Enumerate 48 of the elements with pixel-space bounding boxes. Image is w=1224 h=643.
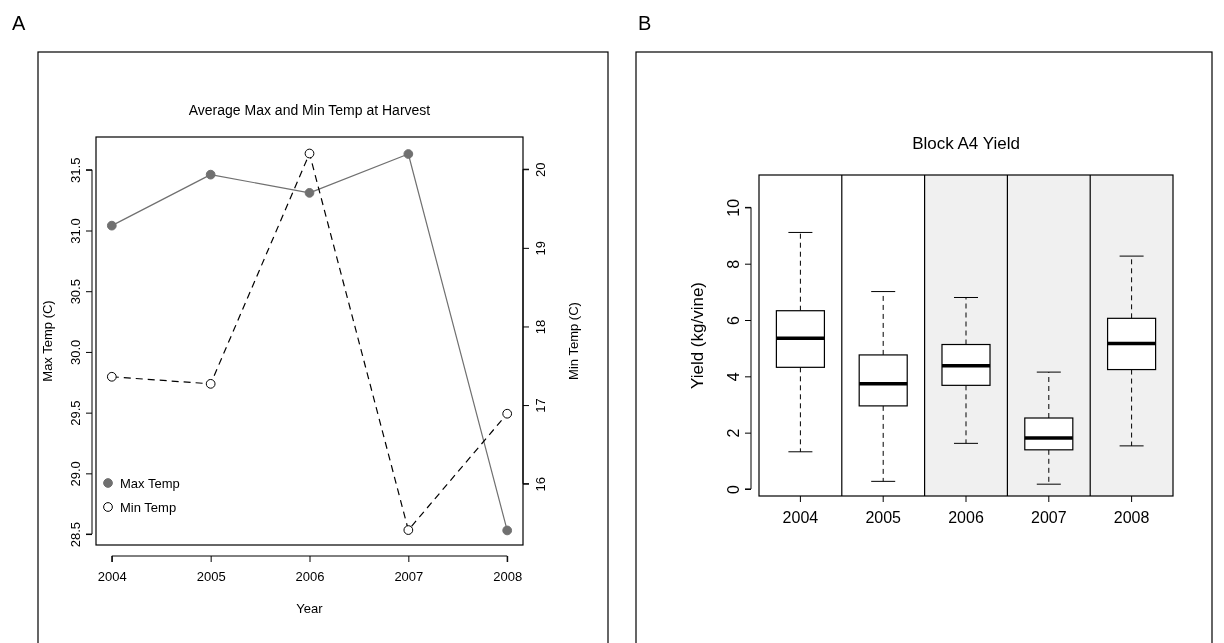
y-tick-label: 29.5 [68, 400, 83, 426]
y-axis-title: Yield (kg/vine) [688, 281, 707, 390]
chart-title: Block A4 Yield [912, 134, 1020, 153]
point [205, 169, 216, 180]
x-tick-label: 2005 [196, 568, 226, 584]
y-tick-label: 8 [725, 259, 742, 269]
point [304, 188, 315, 198]
y-axis-title: Max Temp (C) [40, 300, 55, 382]
x-tick-label: 2006 [295, 568, 325, 584]
point [502, 525, 513, 536]
point [304, 148, 315, 159]
point [205, 378, 216, 389]
point [403, 525, 414, 535]
point [106, 220, 117, 231]
y-tick-label: 6 [725, 315, 742, 325]
x-tick-label: 2007 [1031, 508, 1067, 526]
y-tick-label: 31.0 [68, 218, 83, 244]
x-tick-label: 2008 [493, 568, 523, 584]
x-tick-label: 2008 [1113, 508, 1150, 526]
text: B [638, 12, 652, 34]
point [106, 371, 117, 382]
y-tick-label: 31.5 [68, 157, 83, 183]
y2-axis-title: Min Temp (C) [566, 302, 581, 380]
y-tick-label: 4 [725, 372, 742, 382]
y-tick-label: 30.0 [68, 339, 83, 366]
y2-tick-label: 19 [532, 241, 548, 256]
y-tick-label: 30.5 [68, 279, 83, 305]
x-tick-label: 2006 [948, 508, 984, 526]
chart-title: Average Max and Min Temp at Harvest [188, 102, 431, 118]
point [502, 408, 513, 419]
text: A [12, 12, 26, 34]
y-tick-label: 2 [725, 428, 742, 438]
y-tick-label: 10 [725, 198, 742, 217]
y2-tick-label: 20 [532, 162, 548, 177]
x-tick-label: 2005 [865, 508, 902, 526]
y-tick-label: 0 [725, 484, 742, 494]
y2-tick-label: 17 [532, 398, 548, 413]
x-tick-label: 2007 [394, 568, 424, 584]
x-tick-label: 2004 [782, 508, 819, 526]
y2-tick-label: 18 [532, 319, 548, 335]
y-tick-label: 28.5 [68, 521, 83, 548]
y2-tick-label: 16 [532, 476, 548, 492]
x-axis-title: Year [296, 601, 324, 616]
legend-label: Min Temp [120, 499, 177, 515]
x-tick-label: 2004 [97, 568, 127, 584]
legend-label: Max Temp [120, 475, 180, 491]
y-tick-label: 29.0 [68, 461, 83, 487]
point [403, 149, 414, 159]
